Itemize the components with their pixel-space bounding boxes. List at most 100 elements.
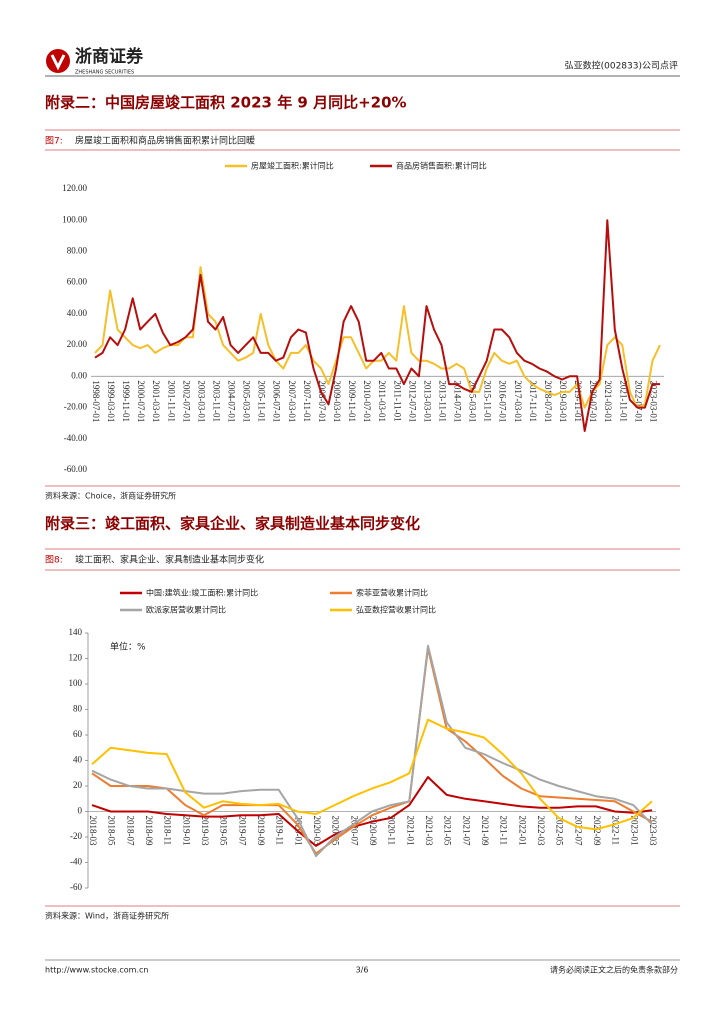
y-tick-label: 100.00 <box>62 214 87 224</box>
y-tick-label: 40 <box>73 755 83 765</box>
x-tick-label: 1999-11-01 <box>121 380 131 422</box>
x-tick-label: 2005-11-01 <box>257 380 267 422</box>
y-tick-label: -60 <box>70 882 82 892</box>
logo-text: 浙商证券 <box>75 46 144 67</box>
page-number: 3/6 <box>356 966 369 975</box>
x-tick-label: 2007-11-01 <box>302 380 312 422</box>
x-tick-label: 2016-07-01 <box>498 380 508 422</box>
x-tick-label: 2021-11-01 <box>618 380 628 422</box>
y-tick-label: -20.00 <box>64 402 88 412</box>
y-tick-label: 120.00 <box>62 183 87 193</box>
y-tick-label: -40.00 <box>64 433 88 443</box>
x-tick-label: 2017-03-01 <box>513 380 523 422</box>
section-title: 附录二：中国房屋竣工面积 2023 年 9 月同比+20% <box>45 94 407 112</box>
y-tick-label: 0.00 <box>71 370 87 380</box>
y-tick-label: -60.00 <box>64 464 88 474</box>
x-tick-label: 2009-11-01 <box>347 380 357 422</box>
section-title: 附录三：竣工面积、家具企业、家具制造业基本同步变化 <box>45 515 420 533</box>
x-tick-label: 2001-03-01 <box>151 380 161 422</box>
x-tick-label: 2013-03-01 <box>422 380 432 422</box>
y-tick-label: 80.00 <box>67 246 88 256</box>
y-tick-label: -20 <box>70 831 82 841</box>
x-tick-label: 2021-05 <box>443 816 453 846</box>
x-tick-label: 2018-07 <box>125 816 135 846</box>
x-tick-label: 2012-07-01 <box>407 380 417 422</box>
logo-subtext: ZHESHANG SECURITIES <box>75 70 134 76</box>
x-tick-label: 2021-03-01 <box>603 380 613 422</box>
x-tick-label: 2023-03 <box>648 816 658 846</box>
source-note: 资料来源：Wind，浙商证券研究所 <box>45 911 169 921</box>
x-tick-label: 2019-11-01 <box>573 380 583 422</box>
x-tick-label: 1999-03-01 <box>106 380 116 422</box>
series-line <box>94 266 661 409</box>
x-tick-label: 2022-03 <box>536 816 546 846</box>
x-tick-label: 2011-03-01 <box>377 380 387 422</box>
x-tick-label: 2003-11-01 <box>211 380 221 422</box>
x-tick-label: 2009-03-01 <box>332 380 342 422</box>
y-tick-label: 100 <box>69 678 83 688</box>
x-tick-label: 2019-01 <box>181 816 191 846</box>
x-tick-label: 2010-07-01 <box>362 380 372 422</box>
legend-label: 索菲亚营收累计同比 <box>356 588 428 598</box>
x-tick-label: 2019-03-01 <box>558 380 568 422</box>
y-tick-label: 0 <box>78 806 83 816</box>
x-tick-label: 2019-09 <box>256 816 266 846</box>
source-note: 资料来源：Choice，浙商证券研究所 <box>45 491 176 501</box>
unit-annotation: 单位：% <box>110 641 146 653</box>
series-line <box>91 647 653 855</box>
x-tick-label: 2020-03 <box>312 816 322 846</box>
x-tick-label: 2021-01 <box>405 816 415 846</box>
legend-label: 欧派家居营收累计同比 <box>146 605 226 615</box>
x-tick-label: 2017-11-01 <box>528 380 538 422</box>
x-tick-label: 2020-05 <box>331 816 341 846</box>
y-tick-label: 80 <box>73 704 83 714</box>
x-tick-label: 2021-03 <box>424 816 434 846</box>
x-tick-label: 2001-11-01 <box>166 380 176 422</box>
x-tick-label: 2019-03 <box>200 816 210 846</box>
x-tick-label: 2023-03-01 <box>648 380 658 422</box>
x-tick-label: 2011-11-01 <box>392 380 402 421</box>
x-tick-label: 2020-07 <box>349 816 359 846</box>
x-tick-label: 2022-05 <box>555 816 565 846</box>
x-tick-label: 2003-03-01 <box>196 380 206 422</box>
footer-url: http://www.stocke.com.cn <box>45 966 148 975</box>
y-tick-label: 120 <box>69 653 83 663</box>
series-line <box>91 718 653 831</box>
x-tick-label: 2007-03-01 <box>287 380 297 422</box>
y-tick-label: -40 <box>70 857 82 867</box>
x-tick-label: 2019-11 <box>275 816 285 846</box>
x-tick-label: 2015-03-01 <box>468 380 478 422</box>
x-tick-label: 2022-09 <box>592 816 602 846</box>
x-tick-label: 2019-05 <box>219 816 229 846</box>
series-line <box>91 776 653 847</box>
y-tick-label: 60 <box>73 729 83 739</box>
figure-label: 图8: <box>45 555 63 566</box>
x-tick-label: 2021-07 <box>461 816 471 846</box>
x-tick-label: 2013-11-01 <box>437 380 447 422</box>
y-tick-label: 20.00 <box>67 339 88 349</box>
x-tick-label: 2021-11 <box>499 816 509 846</box>
x-tick-label: 2018-09 <box>144 816 154 846</box>
legend-label: 弘亚数控营收累计同比 <box>356 605 436 615</box>
x-tick-label: 2014-07-01 <box>453 380 463 422</box>
x-tick-label: 1998-07-01 <box>91 380 101 422</box>
y-tick-label: 60.00 <box>67 277 88 287</box>
x-tick-label: 2002-07-01 <box>181 380 191 422</box>
x-tick-label: 2006-07-01 <box>272 380 282 422</box>
x-tick-label: 2021-09 <box>480 816 490 846</box>
x-tick-label: 2019-07 <box>237 816 247 846</box>
x-tick-label: 2018-05 <box>107 816 117 846</box>
y-tick-label: 20 <box>73 780 83 790</box>
legend-label: 商品房销售面积:累计同比 <box>396 161 487 171</box>
x-tick-label: 2020-11 <box>387 816 397 846</box>
y-tick-label: 40.00 <box>67 308 88 318</box>
figure-title: 房屋竣工面积和商品房销售面积累计同比回暖 <box>75 135 255 147</box>
x-tick-label: 2020-09 <box>368 816 378 846</box>
x-tick-label: 2015-11-01 <box>483 380 493 422</box>
x-tick-label: 2004-07-01 <box>227 380 237 422</box>
figure-title: 竣工面积、家具企业、家具制造业基本同步变化 <box>75 554 264 566</box>
legend-label: 房屋竣工面积:累计同比 <box>251 161 334 171</box>
disclaimer: 请务必阅读正文之后的免责条款部分 <box>550 965 678 975</box>
